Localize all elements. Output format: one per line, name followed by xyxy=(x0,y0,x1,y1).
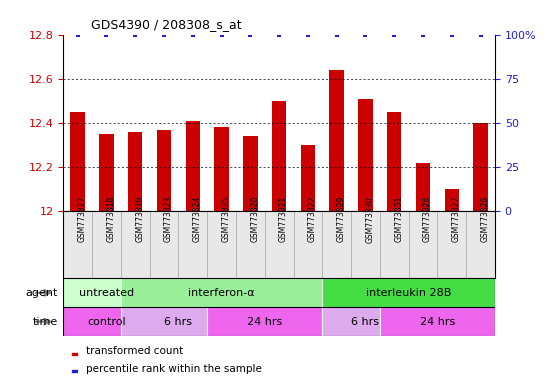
Text: GSM773317: GSM773317 xyxy=(78,196,87,242)
Text: transformed count: transformed count xyxy=(86,346,183,356)
Text: untreated: untreated xyxy=(79,288,134,298)
Bar xyxy=(150,211,178,278)
Point xyxy=(274,31,284,38)
Text: percentile rank within the sample: percentile rank within the sample xyxy=(86,364,262,374)
Bar xyxy=(329,70,344,211)
Point xyxy=(160,31,168,38)
Bar xyxy=(63,211,92,278)
Bar xyxy=(437,211,466,278)
Text: GSM773328: GSM773328 xyxy=(481,196,490,242)
Bar xyxy=(207,211,236,278)
Bar xyxy=(387,112,402,211)
Text: GSM773320: GSM773320 xyxy=(250,196,260,242)
Bar xyxy=(301,145,315,211)
Bar xyxy=(416,162,430,211)
Text: GDS4390 / 208308_s_at: GDS4390 / 208308_s_at xyxy=(91,18,241,31)
Point xyxy=(246,31,255,38)
Bar xyxy=(99,134,114,211)
Bar xyxy=(358,99,373,211)
Text: GSM773326: GSM773326 xyxy=(423,196,432,242)
Bar xyxy=(63,278,150,307)
Point xyxy=(476,31,485,38)
Text: interferon-α: interferon-α xyxy=(188,288,255,298)
Bar xyxy=(92,211,121,278)
Bar xyxy=(121,278,322,307)
Text: GSM773325: GSM773325 xyxy=(222,196,230,242)
Point xyxy=(361,31,370,38)
Bar xyxy=(157,129,171,211)
Bar xyxy=(444,189,459,211)
Bar xyxy=(185,121,200,211)
Bar xyxy=(236,211,265,278)
Bar xyxy=(466,211,495,278)
Point xyxy=(390,31,399,38)
Bar xyxy=(72,371,78,372)
Point xyxy=(131,31,140,38)
Text: 24 hrs: 24 hrs xyxy=(247,316,282,327)
Text: 24 hrs: 24 hrs xyxy=(420,316,455,327)
Bar xyxy=(265,211,294,278)
Text: control: control xyxy=(87,316,126,327)
Text: GSM773319: GSM773319 xyxy=(135,196,144,242)
Text: time: time xyxy=(32,316,58,327)
Point xyxy=(419,31,427,38)
Bar xyxy=(70,112,85,211)
Text: GSM773318: GSM773318 xyxy=(107,196,116,242)
Bar xyxy=(72,353,78,355)
Bar xyxy=(322,307,409,336)
Bar xyxy=(474,123,488,211)
Text: GSM773323: GSM773323 xyxy=(164,196,173,242)
Text: GSM773329: GSM773329 xyxy=(337,196,346,242)
Bar xyxy=(409,211,437,278)
Bar xyxy=(63,307,150,336)
Bar xyxy=(380,211,409,278)
Point xyxy=(332,31,341,38)
Bar xyxy=(322,278,495,307)
Bar xyxy=(121,211,150,278)
Text: interleukin 28B: interleukin 28B xyxy=(366,288,452,298)
Text: GSM773321: GSM773321 xyxy=(279,196,288,242)
Bar xyxy=(178,211,207,278)
Point xyxy=(304,31,312,38)
Text: agent: agent xyxy=(25,288,58,298)
Bar xyxy=(272,101,287,211)
Point xyxy=(102,31,111,38)
Text: GSM773324: GSM773324 xyxy=(192,196,202,242)
Bar xyxy=(121,307,236,336)
Text: GSM773331: GSM773331 xyxy=(394,196,403,242)
Bar xyxy=(243,136,257,211)
Text: 6 hrs: 6 hrs xyxy=(164,316,192,327)
Bar xyxy=(294,211,322,278)
Bar xyxy=(128,132,142,211)
Point xyxy=(217,31,226,38)
Bar xyxy=(207,307,322,336)
Point xyxy=(73,31,82,38)
Text: GSM773322: GSM773322 xyxy=(308,196,317,242)
Text: GSM773327: GSM773327 xyxy=(452,196,461,242)
Bar xyxy=(322,211,351,278)
Bar xyxy=(214,127,229,211)
Point xyxy=(188,31,197,38)
Text: 6 hrs: 6 hrs xyxy=(351,316,379,327)
Bar xyxy=(380,307,495,336)
Bar xyxy=(351,211,380,278)
Point xyxy=(447,31,456,38)
Text: GSM773330: GSM773330 xyxy=(365,196,375,243)
